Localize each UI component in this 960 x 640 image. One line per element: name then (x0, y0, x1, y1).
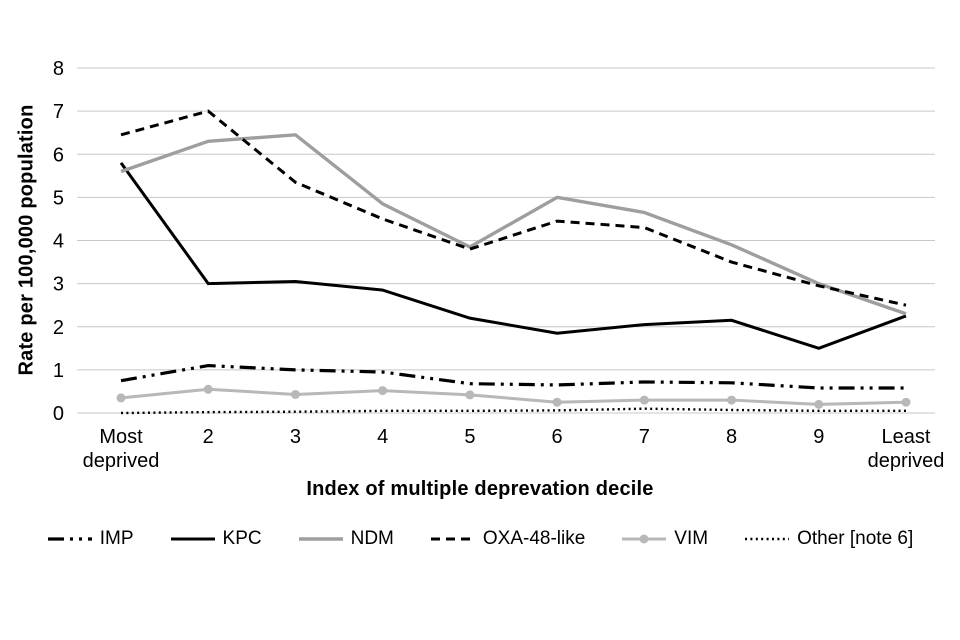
x-tick-label: 3 (290, 426, 301, 448)
legend-item: VIM (621, 528, 708, 550)
legend-label: VIM (674, 528, 709, 549)
legend-item: OXA-48-like (430, 528, 585, 550)
legend-item: NDM (298, 528, 394, 550)
series-marker (639, 395, 649, 405)
legend-swatch (745, 537, 790, 541)
x-tick-label: 9 (813, 426, 824, 448)
series-line-vim (120, 387, 907, 406)
series-marker (290, 389, 300, 399)
series-marker (552, 397, 562, 407)
series-marker (814, 399, 824, 409)
y-tick-label: 6 (53, 144, 64, 166)
y-tick-label: 3 (53, 274, 64, 296)
y-tick-label: 1 (53, 360, 64, 382)
x-tick-label: Most deprived (83, 426, 160, 472)
x-tick-label: Least deprived (868, 426, 945, 472)
legend-label: IMP (99, 528, 134, 549)
series-marker (203, 384, 213, 394)
x-axis-title: Index of multiple deprevation decile (306, 478, 654, 500)
legend-swatch (47, 537, 92, 541)
series-marker (727, 395, 737, 405)
x-tick-label: 6 (552, 426, 563, 448)
series-marker (901, 397, 911, 407)
legend-item: IMP (47, 528, 134, 550)
x-tick-label: 8 (726, 426, 737, 448)
series-line-kpc (119, 161, 907, 350)
y-tick-label: 7 (53, 101, 64, 123)
legend: IMP KPC NDM OXA-48-like VIM Other [note 6] (0, 528, 960, 550)
legend-item: KPC (170, 528, 262, 550)
legend-label: OXA-48-like (482, 528, 586, 549)
y-tick-label: 0 (53, 403, 64, 425)
x-tick-label: 4 (377, 426, 388, 448)
series-marker (378, 386, 388, 396)
series-line-oxa-48-like (120, 109, 907, 307)
series-line-other-note-6- (120, 407, 906, 415)
x-tick-label: 2 (203, 426, 214, 448)
series-marker (116, 393, 126, 403)
y-tick-label: 5 (53, 187, 64, 209)
y-tick-label: 2 (53, 317, 64, 339)
legend-swatch (170, 537, 215, 541)
legend-item: Other [note 6] (744, 528, 913, 550)
x-tick-label: 5 (464, 426, 475, 448)
y-tick-label: 4 (53, 231, 64, 253)
y-tick-label: 8 (53, 58, 64, 80)
series-line-imp (120, 363, 906, 390)
x-tick-label: 7 (639, 426, 650, 448)
legend-label: NDM (350, 528, 394, 549)
series-line-ndm (120, 133, 907, 316)
legend-label: Other [note 6] (797, 528, 914, 549)
chart-canvas: 0 1 2 3 4 5 6 7 8 Most deprived 2 3 4 5 6 7 8 9 Least depriv… (53, 58, 945, 472)
legend-swatch (298, 537, 343, 541)
legend-label: KPC (222, 528, 262, 549)
series-marker (465, 390, 475, 400)
legend-swatch (430, 537, 475, 541)
legend-swatch (622, 534, 667, 544)
